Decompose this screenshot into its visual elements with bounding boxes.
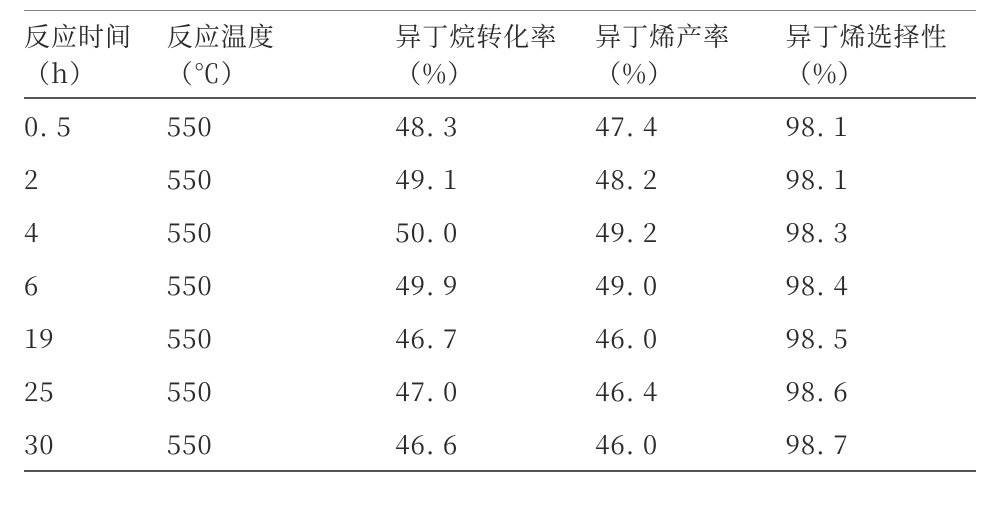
cell: 46. 7 xyxy=(395,311,595,364)
cell: 49. 0 xyxy=(595,258,785,311)
cell: 30 xyxy=(24,417,167,471)
table-row: 30 550 46. 6 46. 0 98. 7 xyxy=(24,417,976,471)
col-header-time: 反应时间 xyxy=(24,11,167,55)
cell: 98. 1 xyxy=(786,98,976,152)
cell: 50. 0 xyxy=(395,205,595,258)
cell: 98. 7 xyxy=(786,417,976,471)
cell: 46. 0 xyxy=(595,417,785,471)
cell: 46. 0 xyxy=(595,311,785,364)
table-row: 19 550 46. 7 46. 0 98. 5 xyxy=(24,311,976,364)
col-header-conversion: 异丁烷转化率 xyxy=(395,11,595,55)
cell: 2 xyxy=(24,152,167,205)
cell: 47. 4 xyxy=(595,98,785,152)
cell: 48. 3 xyxy=(395,98,595,152)
col-header-selectivity: 异丁烯选择性 xyxy=(786,11,976,55)
cell: 47. 0 xyxy=(395,364,595,417)
cell: 0. 5 xyxy=(24,98,167,152)
cell: 46. 6 xyxy=(395,417,595,471)
cell: 550 xyxy=(167,364,395,417)
cell: 98. 5 xyxy=(786,311,976,364)
col-unit-conversion: （%） xyxy=(395,54,595,98)
cell: 98. 3 xyxy=(786,205,976,258)
col-header-yield: 异丁烯产率 xyxy=(595,11,785,55)
cell: 550 xyxy=(167,98,395,152)
col-unit-selectivity: （%） xyxy=(786,54,976,98)
cell: 46. 4 xyxy=(595,364,785,417)
col-header-temp: 反应温度 xyxy=(167,11,395,55)
cell: 550 xyxy=(167,311,395,364)
cell: 19 xyxy=(24,311,167,364)
col-unit-temp: （℃） xyxy=(167,54,395,98)
cell: 550 xyxy=(167,417,395,471)
cell: 4 xyxy=(24,205,167,258)
cell: 98. 4 xyxy=(786,258,976,311)
cell: 48. 2 xyxy=(595,152,785,205)
cell: 49. 9 xyxy=(395,258,595,311)
cell: 98. 6 xyxy=(786,364,976,417)
table-header-labels: 反应时间 反应温度 异丁烷转化率 异丁烯产率 异丁烯选择性 xyxy=(24,11,976,55)
cell: 6 xyxy=(24,258,167,311)
table-header-units: （h） （℃） （%） （%） （%） xyxy=(24,54,976,98)
cell: 25 xyxy=(24,364,167,417)
cell: 49. 1 xyxy=(395,152,595,205)
table-row: 6 550 49. 9 49. 0 98. 4 xyxy=(24,258,976,311)
table-row: 2 550 49. 1 48. 2 98. 1 xyxy=(24,152,976,205)
col-unit-yield: （%） xyxy=(595,54,785,98)
cell: 98. 1 xyxy=(786,152,976,205)
table-body: 0. 5 550 48. 3 47. 4 98. 1 2 550 49. 1 4… xyxy=(24,98,976,471)
data-table: 反应时间 反应温度 异丁烷转化率 异丁烯产率 异丁烯选择性 （h） （℃） （%… xyxy=(24,10,976,472)
cell: 550 xyxy=(167,205,395,258)
cell: 550 xyxy=(167,258,395,311)
cell: 550 xyxy=(167,152,395,205)
data-table-container: 反应时间 反应温度 异丁烷转化率 异丁烯产率 异丁烯选择性 （h） （℃） （%… xyxy=(0,0,1000,492)
table-row: 4 550 50. 0 49. 2 98. 3 xyxy=(24,205,976,258)
col-unit-time: （h） xyxy=(24,54,167,98)
table-row: 0. 5 550 48. 3 47. 4 98. 1 xyxy=(24,98,976,152)
cell: 49. 2 xyxy=(595,205,785,258)
table-row: 25 550 47. 0 46. 4 98. 6 xyxy=(24,364,976,417)
